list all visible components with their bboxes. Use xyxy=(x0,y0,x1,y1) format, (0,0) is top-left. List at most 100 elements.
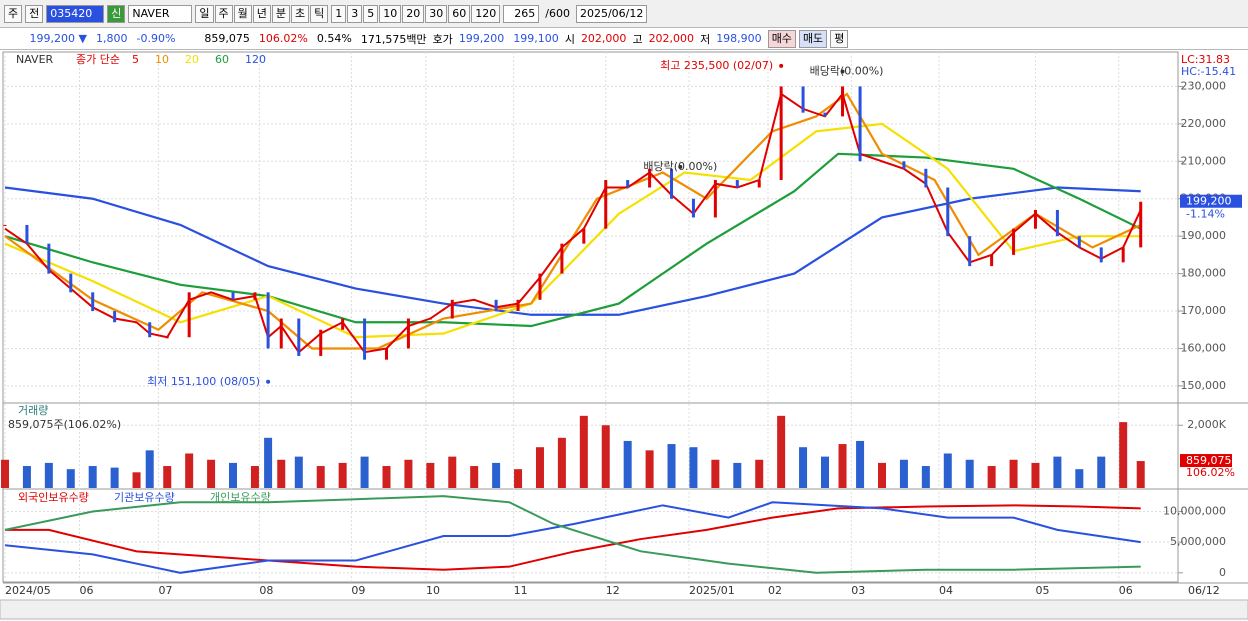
volume-bar xyxy=(44,462,53,488)
volume-bar xyxy=(264,437,273,488)
price: 199,200 ▼ xyxy=(29,32,87,45)
last-volume: 859,075 xyxy=(1186,454,1232,467)
legend-entry: 개인보유수량 xyxy=(210,491,271,504)
volume-bar xyxy=(88,466,97,488)
button[interactable]: 분 xyxy=(271,4,290,23)
y-tick-label: 230,000 xyxy=(1181,79,1227,92)
button[interactable]: 5 xyxy=(363,4,379,23)
y-tick-label: 190,000 xyxy=(1181,229,1227,242)
button[interactable]: 일 xyxy=(195,4,214,23)
volume-bar xyxy=(987,466,996,488)
x-tick-label: 07 xyxy=(158,584,172,597)
x-tick-label: 06 xyxy=(1119,584,1133,597)
volume-bar xyxy=(1136,461,1145,488)
badge: 신 xyxy=(107,4,126,23)
candle xyxy=(560,243,564,274)
volume-bar xyxy=(755,459,764,488)
label: 고 xyxy=(632,32,643,46)
volume-bar xyxy=(294,456,303,488)
candle xyxy=(1099,247,1103,263)
volume-bar xyxy=(799,447,808,488)
button[interactable]: 20 xyxy=(402,4,425,23)
turnover: 0.54% xyxy=(316,32,352,45)
volume-bar xyxy=(250,466,259,488)
buy-button[interactable]: 매수 xyxy=(767,29,796,48)
button[interactable]: 1 xyxy=(331,4,347,23)
label: 시 xyxy=(564,32,575,46)
volume-bar xyxy=(965,459,974,488)
count[interactable]: 265 xyxy=(503,4,540,23)
line xyxy=(4,501,1141,574)
button[interactable]: 주 xyxy=(4,4,23,23)
code-input[interactable]: 035420 xyxy=(46,4,105,23)
x-tick-label: 12 xyxy=(606,584,620,597)
annotation: 최고 235,500 (02/07) xyxy=(660,59,773,72)
candle xyxy=(406,318,410,349)
volume-bar xyxy=(1031,462,1040,488)
button[interactable]: 틱 xyxy=(310,4,329,23)
candle xyxy=(946,187,950,237)
name-input[interactable]: NAVER xyxy=(128,4,193,23)
x-tick-label: 06 xyxy=(80,584,94,597)
volume-bar xyxy=(382,466,391,488)
button[interactable]: 120 xyxy=(471,4,501,23)
volume-bar xyxy=(338,462,347,488)
candle xyxy=(801,86,805,113)
ask: 199,200 xyxy=(458,32,505,45)
volume-bar xyxy=(777,415,786,488)
date-input[interactable]: 2025/06/12 xyxy=(575,4,648,23)
button[interactable]: 30 xyxy=(425,4,448,23)
candle xyxy=(538,273,542,300)
candle xyxy=(297,318,301,356)
button[interactable]: 월 xyxy=(233,4,252,23)
volume-bar xyxy=(535,447,544,488)
volume-bar xyxy=(66,469,75,488)
volume-bar xyxy=(921,466,930,488)
x-tick-label: 10 xyxy=(426,584,440,597)
volume-summary: 859,075주(106.02%) xyxy=(8,418,121,431)
volume-title: 거래량 xyxy=(18,404,48,417)
line xyxy=(5,504,1141,571)
candle xyxy=(384,348,388,360)
count-max: /600 xyxy=(545,7,570,20)
x-tick-label: 03 xyxy=(851,584,865,597)
candle xyxy=(3,224,7,226)
last-volume-rate: 106.02% xyxy=(1186,466,1235,479)
candle xyxy=(1055,209,1059,237)
legend-entry: 5 xyxy=(132,53,139,66)
candle xyxy=(135,322,139,324)
amount: 171,575백만 xyxy=(360,32,427,46)
button[interactable]: 10 xyxy=(379,4,402,23)
button[interactable]: 전 xyxy=(25,4,44,23)
volume-bar xyxy=(899,459,908,488)
button[interactable]: 년 xyxy=(252,4,271,23)
candle xyxy=(450,299,454,319)
volume-bar xyxy=(185,453,194,488)
volume-bar xyxy=(277,459,286,488)
lc: LC:31.83 xyxy=(1181,53,1230,66)
button[interactable]: 3 xyxy=(347,4,363,23)
candle xyxy=(582,228,586,244)
candle xyxy=(1139,201,1143,248)
button[interactable]: 주 xyxy=(214,4,233,23)
volume-bar xyxy=(1075,469,1084,488)
x-tick-label: 04 xyxy=(939,584,953,597)
volume-rate: 106.02% xyxy=(258,32,308,45)
sell-button[interactable]: 매도 xyxy=(798,29,828,48)
candle xyxy=(735,180,739,188)
button[interactable]: 초 xyxy=(291,4,310,23)
scrollbar[interactable] xyxy=(0,599,1248,620)
candle xyxy=(516,299,520,312)
line xyxy=(4,495,1141,574)
y-tick-label: 160,000 xyxy=(1181,341,1227,354)
avg-button[interactable]: 평 xyxy=(830,29,849,48)
button[interactable]: 60 xyxy=(448,4,471,23)
candle xyxy=(148,322,152,338)
volume-bar xyxy=(145,450,154,488)
volume-bar xyxy=(1,459,9,488)
info-bar: 199,200 ▼ 1,800 -0.90% 859,075 106.02% 0… xyxy=(0,28,1248,50)
candle xyxy=(319,329,323,356)
line xyxy=(4,122,1141,339)
candle xyxy=(990,254,994,267)
